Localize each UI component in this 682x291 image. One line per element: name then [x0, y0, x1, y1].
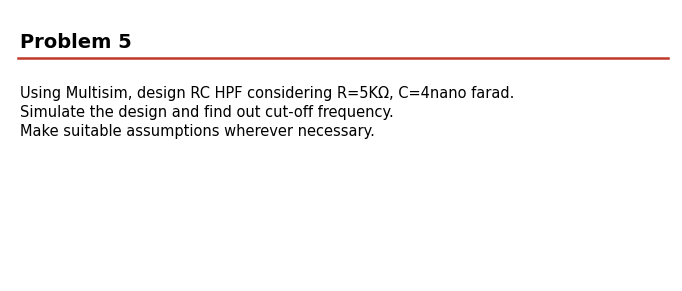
- Text: Simulate the design and find out cut-off frequency.: Simulate the design and find out cut-off…: [20, 105, 394, 120]
- Text: Make suitable assumptions wherever necessary.: Make suitable assumptions wherever neces…: [20, 124, 375, 139]
- Text: Problem 5: Problem 5: [20, 33, 132, 52]
- Text: Using Multisim, design RC HPF considering R=5KΩ, C=4nano farad.: Using Multisim, design RC HPF considerin…: [20, 86, 514, 101]
